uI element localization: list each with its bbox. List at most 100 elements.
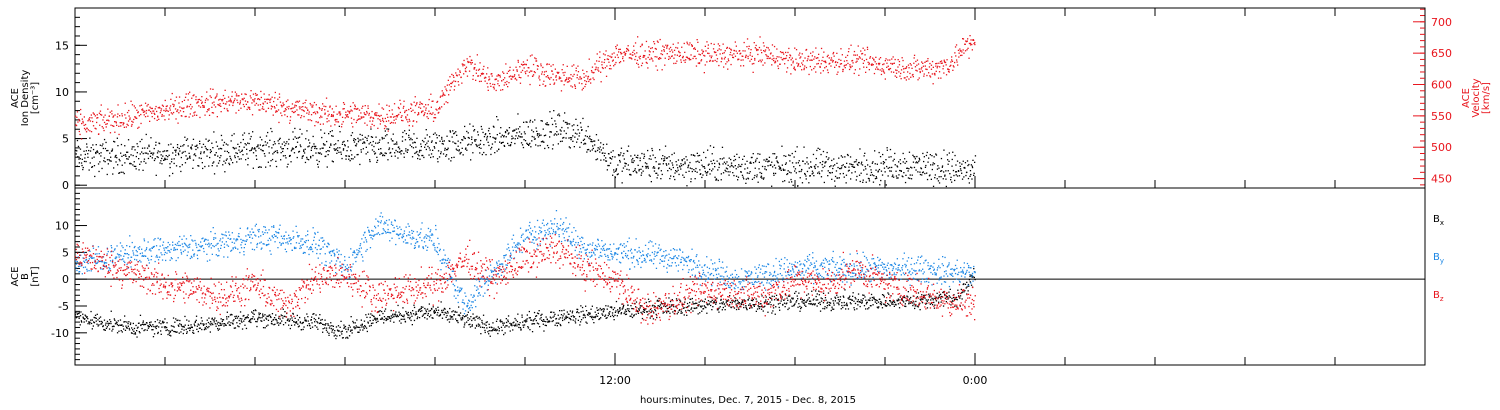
data-point (563, 136, 565, 139)
data-point (619, 159, 621, 162)
data-point (737, 179, 739, 181)
data-point (477, 323, 480, 325)
data-point (467, 311, 469, 313)
data-point (491, 330, 493, 332)
y-axis-label: [cm⁻³] (30, 82, 41, 114)
data-point (693, 169, 695, 171)
data-point (417, 157, 419, 160)
data-point (260, 90, 262, 93)
data-point (279, 101, 282, 103)
data-point (393, 321, 395, 323)
data-point (108, 115, 110, 117)
data-point (227, 322, 229, 324)
data-point (766, 57, 768, 60)
data-point (213, 319, 215, 321)
data-point (329, 325, 331, 327)
data-point (374, 317, 376, 319)
data-point (387, 128, 390, 130)
data-point (869, 56, 872, 58)
data-point (102, 127, 104, 129)
data-point (730, 48, 732, 50)
data-point (245, 144, 247, 146)
data-point (299, 108, 301, 110)
data-point (275, 318, 277, 321)
data-point (440, 301, 442, 303)
data-point (909, 174, 911, 176)
data-point (973, 174, 975, 176)
data-point (270, 108, 272, 110)
data-point (126, 321, 128, 323)
data-point (666, 164, 668, 166)
data-point (289, 119, 291, 122)
data-point (247, 317, 249, 319)
data-point (719, 158, 721, 160)
data-point (899, 163, 902, 165)
data-point (284, 315, 286, 318)
data-point (396, 151, 399, 153)
data-point (566, 123, 568, 125)
data-point (276, 104, 278, 106)
data-point (109, 152, 111, 154)
data-point (292, 313, 294, 315)
data-point (893, 158, 895, 160)
y-tick-label: 10 (55, 86, 69, 99)
data-point (198, 165, 200, 167)
data-point (428, 98, 430, 101)
data-point (368, 114, 370, 116)
data-point (261, 139, 263, 141)
data-point (347, 110, 349, 112)
data-point (616, 173, 618, 176)
data-point (520, 133, 523, 135)
data-point (124, 154, 127, 156)
data-point (203, 106, 205, 108)
data-point (407, 314, 409, 316)
data-point (797, 65, 799, 67)
data-point (107, 324, 110, 326)
data-point (567, 81, 570, 83)
data-point (120, 152, 122, 154)
data-point (848, 169, 850, 171)
data-point (174, 321, 176, 323)
data-point (707, 47, 709, 49)
data-point (151, 107, 153, 110)
data-point (290, 150, 293, 152)
data-point (460, 317, 462, 319)
data-point (701, 52, 703, 55)
data-point (409, 139, 411, 141)
data-point (810, 52, 812, 54)
data-point (685, 171, 687, 173)
data-point (910, 64, 912, 66)
data-point (496, 134, 498, 136)
data-point (479, 152, 481, 154)
data-point (551, 123, 554, 126)
data-point (838, 58, 840, 61)
data-point (584, 316, 586, 319)
data-point (462, 139, 464, 141)
data-point (859, 148, 861, 150)
data-point (847, 51, 850, 53)
data-point (163, 159, 165, 161)
data-point (235, 95, 238, 97)
data-point (533, 323, 536, 325)
data-point (267, 107, 270, 109)
data-point (772, 166, 774, 168)
data-point (283, 110, 285, 113)
data-point (164, 158, 166, 160)
data-point (446, 319, 449, 321)
data-point (772, 153, 774, 155)
data-point (438, 135, 440, 137)
data-point (169, 330, 172, 332)
data-point (594, 316, 596, 319)
data-point (315, 104, 317, 106)
data-point (679, 166, 681, 168)
data-point (336, 335, 338, 337)
data-point (146, 105, 148, 107)
data-point (301, 157, 303, 159)
data-point (253, 148, 255, 150)
data-point (90, 319, 92, 321)
data-point (148, 144, 150, 146)
data-point (766, 46, 768, 49)
data-point (828, 157, 830, 159)
data-point (106, 326, 108, 328)
data-point (260, 96, 262, 99)
